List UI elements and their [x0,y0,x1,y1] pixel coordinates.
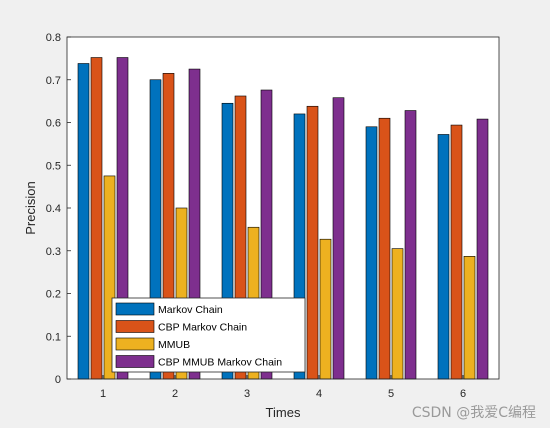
bar-cbp-markov-chain-4 [306,105,319,380]
y-tick-label: 0.4 [46,203,61,215]
x-tick-label: 1 [100,388,106,400]
legend-swatch [115,355,155,368]
y-tick-label: 0.6 [46,118,61,130]
bar-cbp-mmub-markov-chain-4 [332,97,345,380]
bar-cbp-mmub-markov-chain-6 [476,118,489,380]
x-tick-label: 5 [388,388,394,400]
y-axis-label: Precision [23,181,38,234]
bar-mmub-6 [463,256,476,380]
legend-label: Markov Chain [158,304,223,316]
x-axis-label: Times [266,405,301,420]
bar-cbp-markov-chain-5 [378,117,391,380]
legend-swatch [115,302,155,316]
bar-markov-chain-5 [365,126,378,380]
bar-mmub-4 [319,238,332,380]
axes-box [66,36,500,380]
bar-cbp-markov-chain-6 [450,124,463,380]
bar-cbp-mmub-markov-chain-5 [404,110,417,380]
y-tick-label: 0 [55,374,61,386]
legend-label: CBP Markov Chain [158,322,247,334]
bar-cbp-markov-chain-1 [90,57,103,380]
y-tick-label: 0.2 [46,289,61,301]
y-tick-label: 0.3 [46,246,61,258]
y-tick-label: 0.8 [46,32,61,44]
x-tick-label: 2 [172,388,178,400]
y-tick-label: 0.1 [46,331,61,343]
ticks: 1 2 3 4 5 6 0 0.1 0.2 0.3 0.4 0.5 0.6 0.7 0.8 [46,32,466,400]
legend: Markov Chain CBP Markov Chain MMUB CBP MMUB… [111,297,306,373]
bar-markov-chain-6 [437,134,450,380]
legend-swatch [115,320,155,333]
x-tick-label: 3 [244,388,250,400]
watermark: CSDN @我爱C编程 [411,405,536,421]
legend-label: MMUB [158,339,190,351]
y-tick-label: 0.5 [46,160,61,172]
legend-swatch [115,337,155,351]
y-tick-label: 0.7 [46,75,61,87]
legend-label: CBP MMUB Markov Chain [158,357,282,369]
bar-mmub-5 [391,248,404,380]
x-tick-label: 4 [316,388,322,400]
x-tick-label: 6 [460,388,466,400]
bar-markov-chain-1 [77,63,90,380]
